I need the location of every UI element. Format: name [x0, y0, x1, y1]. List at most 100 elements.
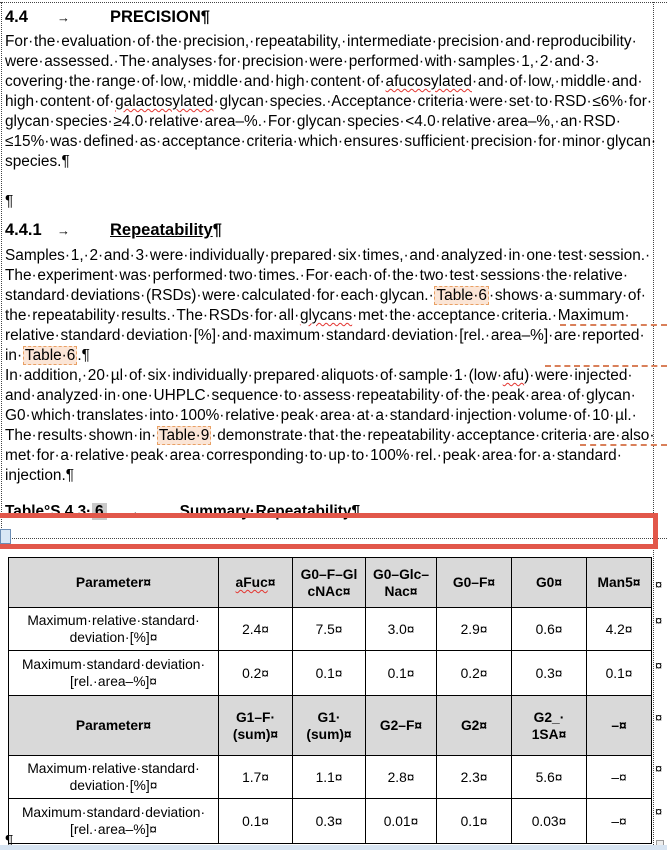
table-cell: 2.3¤	[436, 755, 512, 799]
tab-arrow-icon: →	[57, 10, 70, 25]
table-cell: 0.01¤	[365, 798, 437, 844]
header-cell-g0fglcnac: G0–F–Gl cNAc¤	[292, 557, 366, 608]
row-label: Maximum· standard· deviation· [rel.· are…	[8, 798, 219, 844]
table-cell: 0.1¤	[218, 798, 293, 844]
header-cell-afuc: aFuc¤	[218, 557, 293, 608]
comment-connector-line	[560, 324, 667, 326]
text-boundary-top	[0, 2, 667, 3]
table-row: Maximum· relative· standard· deviation· …	[8, 755, 652, 799]
section-heading: 4.4 → PRECISION¶	[5, 8, 210, 27]
cross-reference-table6[interactable]: Table·6	[22, 346, 78, 365]
pilcrow-mark: ¶	[61, 153, 70, 170]
table-row: Maximum· standard· deviation· [rel.· are…	[8, 650, 652, 696]
table-cell: 0.1¤	[292, 650, 366, 696]
repeatability-summary-table: Parameter¤ aFuc¤ G0–F–Gl cNAc¤ G0–Glc– N…	[8, 557, 652, 844]
table-cell: 7.5¤	[292, 607, 366, 651]
table-cell: 0.2¤	[436, 650, 512, 696]
table-cell: 1.1¤	[292, 755, 366, 799]
paragraph-text: · and· of· low,· middle· and· high· cont…	[5, 73, 643, 110]
paragraph-text: · shows· a· summary· of· the· repeatabil…	[5, 287, 646, 324]
pilcrow-mark: ¶	[351, 503, 360, 520]
table-header-row: Parameter¤ G1–F· (sum)¤ G1· (sum)¤ G2–F¤…	[8, 695, 652, 756]
header-cell-g2f: G2–F¤	[365, 695, 437, 756]
object-anchor-icon	[0, 529, 11, 544]
misspelled-word: afu	[502, 367, 525, 384]
table-cell: 0.1¤	[586, 650, 652, 696]
table-cell: 0.2¤	[218, 650, 293, 696]
row-end-marker: ¤	[655, 804, 663, 819]
page-gap-strip	[0, 845, 667, 850]
table-cell: 0.3¤	[292, 798, 366, 844]
table-row: Maximum· relative· standard· deviation· …	[8, 607, 652, 651]
cell-marker: ¤	[267, 575, 276, 590]
comment-connector-line	[545, 365, 667, 367]
empty-paragraph-mark: ¶	[5, 193, 14, 210]
cross-reference-table6[interactable]: Table·6	[434, 286, 489, 305]
paragraph-text: · demonstrate· that· the· repeatability·…	[5, 427, 655, 484]
table-cell: 2.8¤	[365, 755, 437, 799]
table-cell: 0.1¤	[365, 650, 437, 696]
section-title: PRECISION	[110, 8, 201, 26]
revision-annotation-box	[0, 513, 658, 549]
tab-arrow-icon: →	[57, 223, 70, 238]
paragraph-text: )· were· injected· and· analyzed· in· on…	[5, 367, 637, 444]
header-cell-dash: –¤	[586, 695, 652, 756]
misspelled-word: afucosylated	[385, 73, 472, 90]
section-number: 4.4	[5, 8, 28, 26]
table-row: Maximum· standard· deviation· [rel.· are…	[8, 798, 652, 844]
table-cell: 2.9¤	[436, 607, 512, 651]
paragraph-repeatability-2: In· addition,· 20· µl· of· six· individu…	[5, 366, 657, 486]
header-cell-man5: Man5¤	[586, 557, 652, 608]
table-cell: 3.0¤	[365, 607, 437, 651]
text-boundary-left	[1, 2, 2, 538]
row-end-marker: ¤	[655, 761, 663, 776]
header-cell-g0f: G0–F¤	[436, 557, 512, 608]
header-cell-g1-sum: G1· (sum)¤	[292, 695, 366, 756]
subsection-title: Repeatability	[110, 221, 213, 239]
paragraph-text: · met· the· acceptance· criteria.· Maxim…	[5, 307, 645, 364]
misspelled-word: aFuc	[235, 575, 268, 590]
caption-gap: ·	[86, 503, 93, 520]
pilcrow-mark: ¶	[200, 8, 210, 26]
paragraph-text: · glycan· species.· Acceptance· criteria…	[5, 93, 657, 170]
header-cell-g0: G0¤	[511, 557, 587, 608]
header-cell-g0glcnac: G0–Glc– Nac¤	[365, 557, 437, 608]
subsection-number: 4.4.1	[5, 221, 42, 239]
table-cell: –¤	[586, 755, 652, 799]
misspelled-word: galactosylated	[115, 93, 214, 110]
comment-connector-line	[580, 444, 667, 446]
pilcrow-mark: ¶	[65, 467, 75, 484]
table-cell: 0.03¤	[511, 798, 587, 844]
row-end-marker: ¤	[655, 577, 663, 592]
cross-reference-table9[interactable]: Table·9	[156, 426, 212, 445]
table-cell: 4.2¤	[586, 607, 652, 651]
table-cell: 2.4¤	[218, 607, 293, 651]
text-boundary-mid	[0, 538, 667, 539]
row-end-marker: ¤	[655, 658, 663, 673]
subsection-heading: 4.4.1 → Repeatability¶	[5, 221, 222, 240]
table-cell: 0.6¤	[511, 607, 587, 651]
header-cell-parameter: Parameter¤	[8, 557, 219, 608]
row-end-marker: ¤	[655, 613, 663, 628]
header-cell-g2-1sa: G2_· 1SA¤	[511, 695, 587, 756]
text-boundary-right	[653, 2, 654, 845]
row-end-marker: ¤	[655, 710, 663, 725]
pilcrow-mark: ¶	[212, 221, 222, 239]
paragraph-repeatability-1: Samples· 1,· 2· and· 3· were· individual…	[5, 246, 657, 366]
header-cell-g1f-sum: G1–F· (sum)¤	[218, 695, 293, 756]
table-cell: 0.3¤	[511, 650, 587, 696]
table-cell: 5.6¤	[511, 755, 587, 799]
header-cell-parameter: Parameter¤	[8, 695, 219, 756]
paragraph-precision: For· the· evaluation· of· the· precision…	[5, 32, 657, 172]
paragraph-text: Samples· 1,· 2· and· 3· were· individual…	[5, 247, 651, 304]
paragraph-text: For· the· evaluation· of· the· precision…	[5, 33, 637, 90]
row-label: Maximum· relative· standard· deviation· …	[8, 607, 219, 651]
misspelled-word: glycans	[299, 307, 353, 324]
header-cell-g2: G2¤	[436, 695, 512, 756]
row-label: Maximum· standard· deviation· [rel.· are…	[8, 650, 219, 696]
table-header-row: Parameter¤ aFuc¤ G0–F–Gl cNAc¤ G0–Glc– N…	[8, 557, 652, 608]
row-label: Maximum· relative· standard· deviation· …	[8, 755, 219, 799]
paragraph-text: .¶	[77, 347, 90, 364]
table-cell: 0.1¤	[436, 798, 512, 844]
